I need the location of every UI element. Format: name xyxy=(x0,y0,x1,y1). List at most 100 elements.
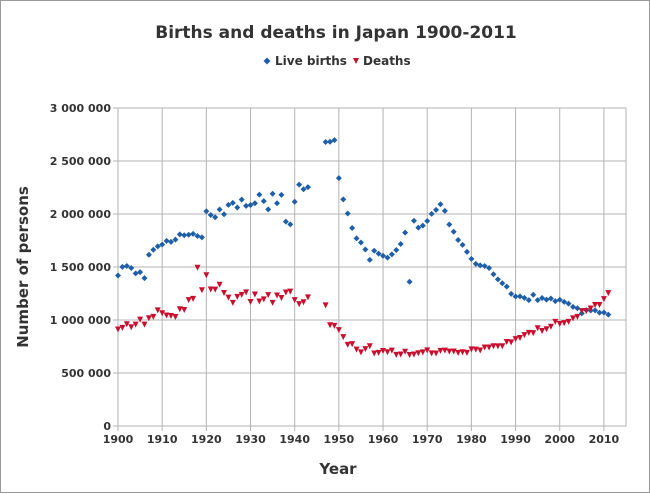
deaths-point xyxy=(327,322,334,329)
deaths-point xyxy=(574,313,581,320)
deaths-point xyxy=(168,312,175,319)
live-births-point xyxy=(212,214,219,221)
deaths-point xyxy=(481,344,488,351)
live-births-point xyxy=(569,303,576,310)
live-births-point xyxy=(468,255,475,262)
deaths-point xyxy=(141,321,148,328)
deaths-point xyxy=(349,341,356,348)
live-births-point xyxy=(265,206,272,213)
live-births-point xyxy=(459,241,466,248)
live-births-point xyxy=(410,217,417,224)
deaths-point xyxy=(393,351,400,358)
live-births-point xyxy=(349,224,356,231)
live-births-point xyxy=(225,201,232,208)
x-axis-title: Year xyxy=(318,460,357,478)
deaths-point xyxy=(459,349,466,356)
deaths-point xyxy=(556,321,563,328)
deaths-point xyxy=(578,308,585,315)
x-tick-label: 1930 xyxy=(235,433,266,446)
live-births-point xyxy=(194,233,201,240)
deaths-point xyxy=(282,289,289,296)
deaths-point xyxy=(150,313,157,320)
deaths-point xyxy=(406,351,413,358)
deaths-point xyxy=(190,295,197,302)
live-births-point xyxy=(521,294,528,301)
deaths-point xyxy=(433,350,440,357)
live-births-point xyxy=(282,218,289,225)
live-births-point xyxy=(463,248,470,255)
deaths-point xyxy=(490,343,497,350)
deaths-point xyxy=(508,339,515,346)
live-births-point xyxy=(340,196,347,203)
live-births-point xyxy=(592,307,599,314)
legend-label-deaths: Deaths xyxy=(363,54,411,68)
live-births-point xyxy=(455,236,462,243)
deaths-point xyxy=(592,301,599,308)
deaths-point xyxy=(463,349,470,356)
deaths-point xyxy=(296,301,303,308)
deaths-point xyxy=(499,343,506,350)
deaths-point xyxy=(260,296,267,303)
live-births-point xyxy=(260,198,267,205)
deaths-point xyxy=(243,289,250,296)
deaths-point xyxy=(229,299,236,306)
live-births-point xyxy=(543,296,550,303)
deaths-point xyxy=(335,327,342,334)
deaths-point xyxy=(521,332,528,339)
live-births-point xyxy=(415,224,422,231)
live-births-point xyxy=(503,283,510,290)
live-births-point xyxy=(163,237,170,244)
live-births-point xyxy=(596,309,603,316)
x-tick-label: 1940 xyxy=(279,433,310,446)
x-tick-label: 1910 xyxy=(147,433,178,446)
deaths-point xyxy=(424,347,431,354)
live-births-point xyxy=(335,175,342,182)
deaths-point xyxy=(137,316,144,323)
live-births-point xyxy=(291,198,298,205)
x-tick-label: 2000 xyxy=(544,433,575,446)
deaths-point xyxy=(415,350,422,357)
live-births-point xyxy=(600,309,607,316)
live-births-point xyxy=(397,240,404,247)
live-births-point xyxy=(393,247,400,254)
live-births-point xyxy=(269,190,276,197)
deaths-point xyxy=(494,343,501,350)
deaths-point xyxy=(203,272,210,279)
live-births-point xyxy=(371,247,378,254)
live-births-point xyxy=(119,263,126,270)
deaths-point xyxy=(543,326,550,333)
live-births-point xyxy=(229,199,236,206)
live-births-point xyxy=(137,269,144,276)
deaths-point xyxy=(269,299,276,306)
deaths-point xyxy=(274,292,281,299)
live-births-point xyxy=(132,270,139,277)
y-tick-label: 2 500 000 xyxy=(50,155,112,168)
deaths-point xyxy=(472,346,479,353)
live-births-point xyxy=(247,201,254,208)
live-births-point xyxy=(388,251,395,258)
live-births-point xyxy=(534,297,541,304)
series-live-births xyxy=(115,137,612,318)
deaths-point xyxy=(163,312,170,319)
live-births-point xyxy=(216,206,223,213)
deaths-point xyxy=(251,291,258,298)
deaths-point xyxy=(565,318,572,325)
live-births-point xyxy=(446,221,453,228)
deaths-point xyxy=(128,324,135,331)
deaths-point xyxy=(212,286,219,293)
deaths-point xyxy=(304,294,311,301)
deaths-point xyxy=(486,344,493,351)
live-births-point xyxy=(366,256,373,263)
live-births-point xyxy=(556,296,563,303)
deaths-point xyxy=(530,330,537,337)
deaths-point xyxy=(366,343,373,350)
live-births-point xyxy=(561,298,568,305)
live-births-point xyxy=(145,251,152,258)
deaths-point xyxy=(362,346,369,353)
deaths-point xyxy=(539,328,546,335)
legend-label-live-births: Live births xyxy=(275,54,347,68)
live-births-point xyxy=(203,208,210,215)
x-tick-label: 1920 xyxy=(191,433,222,446)
live-births-point xyxy=(574,305,581,312)
